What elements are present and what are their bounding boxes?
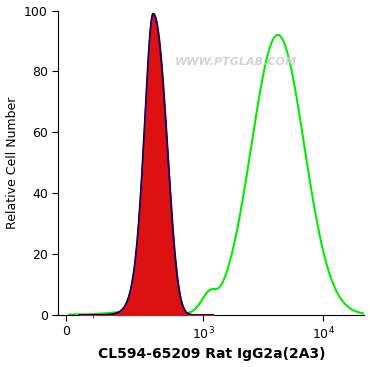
X-axis label: CL594-65209 Rat IgG2a(2A3): CL594-65209 Rat IgG2a(2A3)	[98, 348, 325, 361]
Y-axis label: Relative Cell Number: Relative Cell Number	[6, 97, 18, 229]
Text: WWW.PTGLAB.COM: WWW.PTGLAB.COM	[175, 57, 297, 67]
